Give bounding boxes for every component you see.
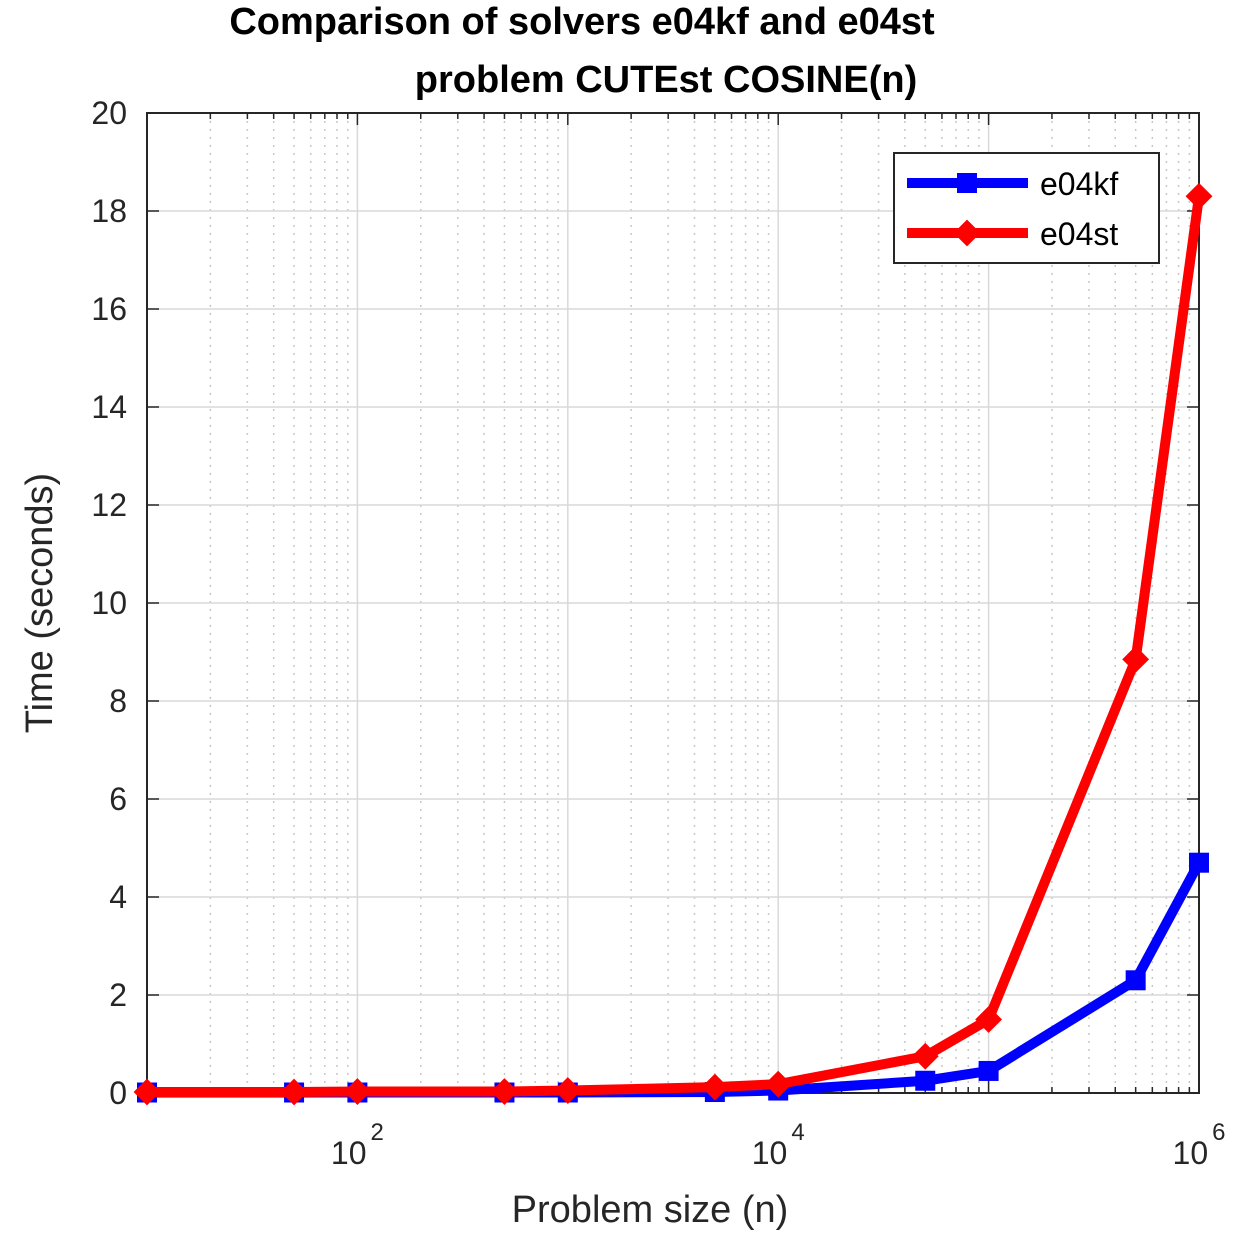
y-tick-label: 4 <box>109 879 127 915</box>
data-point-e04st <box>1185 182 1213 210</box>
x-tick-label: 102 <box>331 1119 384 1171</box>
x-tick-label: 106 <box>1173 1119 1226 1171</box>
data-point-e04kf <box>1125 970 1146 991</box>
legend-label-e04kf: e04kf <box>1040 166 1118 202</box>
y-tick-label: 6 <box>109 781 127 817</box>
y-tick-label: 20 <box>91 95 127 131</box>
data-point-e04st <box>911 1042 939 1070</box>
x-axis-label: Problem size (n) <box>512 1189 789 1231</box>
chart-title-line-2: problem CUTEst COSINE(n) <box>415 59 917 101</box>
data-point-e04kf <box>1189 852 1209 873</box>
y-tick-label: 14 <box>91 389 127 425</box>
y-tick-label: 0 <box>109 1075 127 1111</box>
x-tick-label: 104 <box>752 1119 805 1171</box>
legend: e04kf e04st <box>893 152 1160 264</box>
legend-marker-shape-e04kf <box>957 173 977 193</box>
data-point-e04st <box>554 1077 582 1104</box>
data-point-e04st <box>343 1078 371 1105</box>
grid <box>147 113 1199 1093</box>
y-tick-label: 12 <box>91 487 127 523</box>
data-point-e04st <box>280 1078 308 1106</box>
data-point-e04kf <box>978 1060 999 1081</box>
legend-box <box>893 152 1160 264</box>
data-series <box>133 182 1213 1106</box>
y-tick-label: 8 <box>109 683 127 719</box>
data-point-e04st <box>1122 645 1150 673</box>
data-point-e04st <box>764 1070 792 1098</box>
y-axis-label: Time (seconds) <box>19 473 61 733</box>
y-tick-label: 10 <box>91 585 127 621</box>
legend-label-e04st: e04st <box>1040 216 1118 252</box>
y-tick-label: 18 <box>91 193 127 229</box>
data-point-e04st <box>133 1078 161 1106</box>
chart-title-line-1: Comparison of solvers e04kf and e04st <box>229 1 935 43</box>
axis-ticks: 0 2 4 6 8 10 12 14 16 18 20 102 104 106 <box>91 95 1225 1171</box>
y-tick-label: 16 <box>91 291 127 327</box>
legend-marker-e04kf <box>957 173 977 193</box>
data-point-e04st <box>975 1006 1003 1033</box>
legend-marker-e04st <box>953 219 981 247</box>
series-e04st <box>133 182 1213 1106</box>
data-point-e04st <box>701 1073 729 1101</box>
legend-marker-shape-e04st <box>953 219 981 247</box>
y-tick-label: 2 <box>109 977 127 1013</box>
data-point-e04kf <box>915 1070 936 1091</box>
data-point-e04st <box>491 1078 518 1105</box>
